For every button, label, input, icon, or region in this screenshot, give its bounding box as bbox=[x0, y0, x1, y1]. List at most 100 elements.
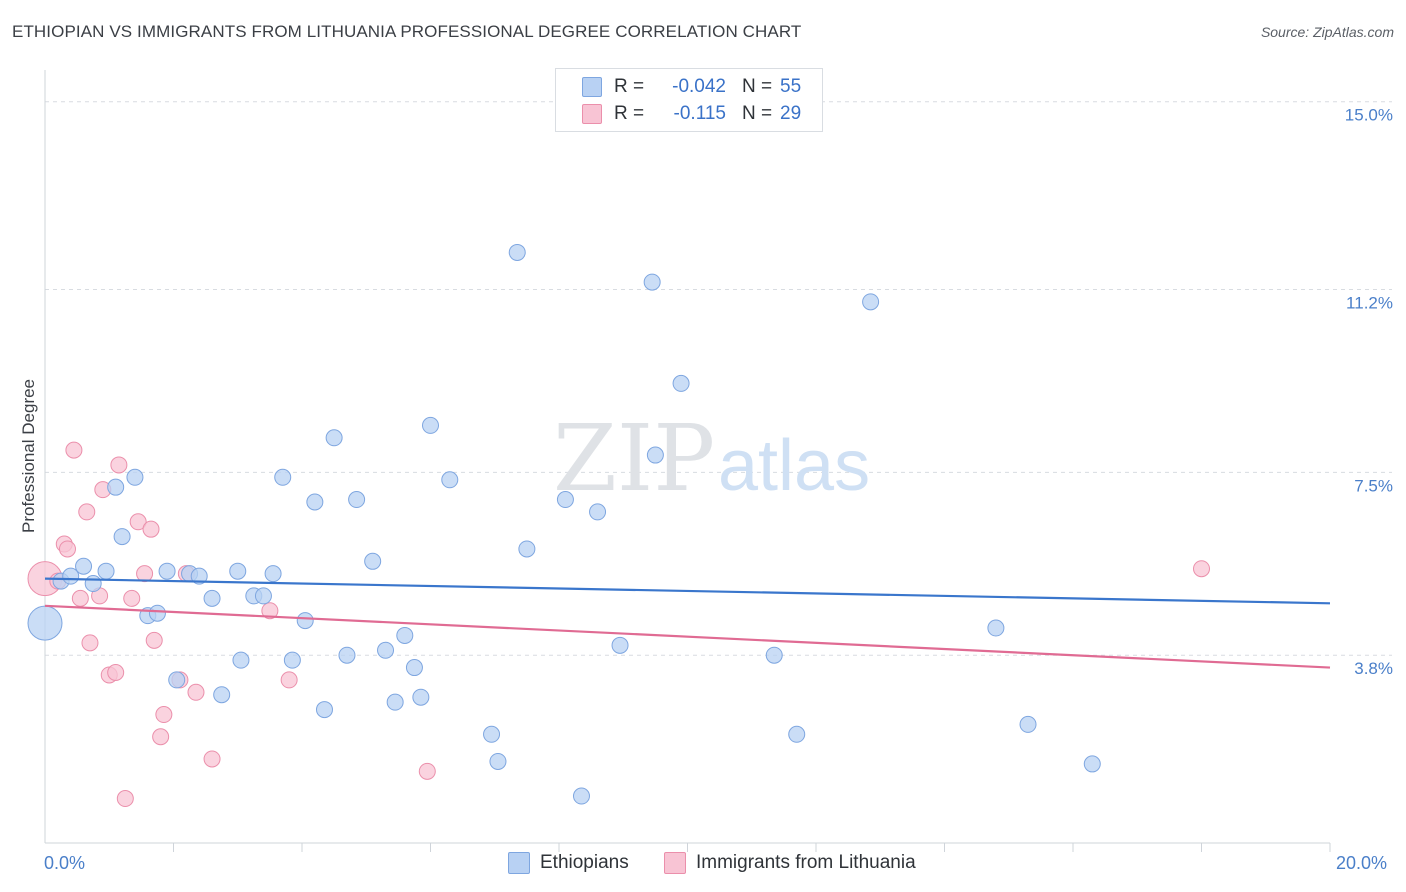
data-point-ethiopians bbox=[364, 552, 382, 570]
data-point-ethiopians bbox=[788, 725, 806, 743]
data-point-lithuania bbox=[65, 441, 83, 459]
data-point-lithuania bbox=[280, 671, 298, 689]
data-point-ethiopians bbox=[338, 646, 356, 664]
x-max-label: 20.0% bbox=[1336, 853, 1388, 873]
data-point-lithuania bbox=[187, 683, 205, 701]
data-point-ethiopians bbox=[422, 416, 439, 434]
legend-n-label: N = bbox=[742, 103, 773, 124]
data-point-ethiopians bbox=[203, 589, 221, 607]
watermark-zip: ZIP bbox=[553, 405, 715, 512]
y-axis-label: Professional Degree bbox=[19, 379, 38, 533]
legend-row-ethiopians: R = -0.042 N = 55 bbox=[582, 74, 801, 100]
data-point-ethiopians bbox=[589, 503, 607, 521]
watermark-atlas: atlas bbox=[718, 426, 870, 506]
data-point-ethiopians bbox=[264, 565, 282, 583]
x-ticks bbox=[173, 843, 1331, 852]
chart-title: ETHIOPIAN VS IMMIGRANTS FROM LITHUANIA P… bbox=[12, 22, 802, 41]
series-legend: Ethiopians Immigrants from Lithuania bbox=[0, 852, 1406, 878]
data-point-ethiopians bbox=[158, 562, 176, 580]
legend-r-value: -0.115 bbox=[673, 103, 726, 124]
legend-r-label: R = bbox=[614, 103, 645, 124]
data-point-lithuania bbox=[78, 503, 96, 521]
data-point-ethiopians bbox=[556, 491, 574, 509]
data-point-ethiopians bbox=[306, 493, 324, 511]
data-point-ethiopians bbox=[643, 273, 661, 291]
legend-n-label: N = bbox=[742, 76, 773, 97]
data-point-lithuania bbox=[123, 589, 141, 607]
legend-n-value: 29 bbox=[780, 103, 802, 124]
data-point-ethiopians bbox=[84, 575, 102, 593]
data-point-ethiopians bbox=[113, 528, 131, 546]
data-point-ethiopians bbox=[386, 693, 404, 711]
data-point-lithuania bbox=[116, 790, 134, 808]
data-point-lithuania bbox=[155, 706, 173, 724]
data-point-ethiopians bbox=[229, 562, 247, 580]
data-point-ethiopians bbox=[765, 646, 783, 664]
data-point-ethiopians bbox=[441, 471, 459, 489]
data-point-ethiopians bbox=[646, 446, 664, 464]
trend-lines bbox=[44, 577, 1331, 669]
data-point-ethiopians bbox=[213, 686, 231, 704]
data-point-lithuania bbox=[81, 634, 99, 652]
y-tick-labels: 3.8% 7.5% 11.2% 15.0% bbox=[1345, 106, 1393, 678]
data-point-lithuania bbox=[71, 589, 89, 607]
data-point-ethiopians bbox=[377, 641, 395, 659]
data-point-lithuania bbox=[136, 565, 154, 583]
legend-label-lithuania: Immigrants from Lithuania bbox=[696, 852, 916, 873]
data-point-ethiopians bbox=[1019, 715, 1037, 733]
data-point-ethiopians bbox=[348, 491, 366, 509]
data-point-ethiopians bbox=[168, 671, 186, 689]
y-tick-label: 15.0% bbox=[1345, 106, 1393, 125]
legend-r-label: R = bbox=[614, 76, 645, 97]
data-point-lithuania bbox=[129, 513, 147, 531]
legend-label-ethiopians: Ethiopians bbox=[540, 852, 629, 873]
data-point-ethiopians bbox=[97, 562, 115, 580]
data-point-lithuania bbox=[145, 631, 163, 649]
legend-swatch-lithuania bbox=[664, 852, 686, 874]
watermark: ZIP atlas bbox=[553, 405, 870, 512]
trend-line-ethiopians bbox=[44, 577, 1331, 605]
trend-line-lithuania bbox=[44, 604, 1331, 669]
data-point-ethiopians bbox=[396, 626, 414, 644]
x-min-label: 0.0% bbox=[44, 853, 86, 873]
data-point-ethiopians bbox=[1083, 755, 1101, 773]
legend-swatch-ethiopians bbox=[508, 852, 530, 874]
data-point-lithuania bbox=[152, 728, 170, 746]
legend-r-value: -0.042 bbox=[672, 76, 726, 97]
data-point-lithuania bbox=[110, 456, 128, 474]
y-tick-label: 3.8% bbox=[1354, 659, 1393, 678]
data-point-lithuania bbox=[203, 750, 221, 768]
data-point-ethiopians bbox=[611, 636, 629, 654]
legend-n-value: 55 bbox=[780, 76, 802, 97]
source-attribution: Source: ZipAtlas.com bbox=[1260, 24, 1394, 40]
y-tick-label: 11.2% bbox=[1346, 294, 1393, 313]
data-point-ethiopians bbox=[126, 468, 144, 486]
data-point-lithuania bbox=[58, 540, 76, 558]
data-point-ethiopians bbox=[862, 293, 880, 311]
data-point-lithuania bbox=[107, 664, 125, 682]
data-point-lithuania bbox=[1193, 560, 1210, 578]
data-point-ethiopians bbox=[27, 605, 63, 641]
data-point-ethiopians bbox=[107, 478, 125, 496]
correlation-legend: R = -0.042 N = 55 R = -0.115 N = 29 bbox=[555, 68, 823, 132]
data-point-ethiopians bbox=[283, 651, 301, 669]
data-point-ethiopians bbox=[412, 688, 430, 706]
data-point-ethiopians bbox=[405, 659, 423, 677]
series-ethiopians-points bbox=[27, 243, 1101, 805]
data-point-ethiopians bbox=[254, 587, 272, 605]
data-point-ethiopians bbox=[518, 540, 536, 558]
data-point-ethiopians bbox=[672, 374, 690, 392]
legend-row-lithuania: R = -0.115 N = 29 bbox=[582, 101, 801, 127]
data-point-ethiopians bbox=[325, 429, 343, 447]
data-point-ethiopians bbox=[148, 604, 166, 622]
data-point-ethiopians bbox=[232, 651, 250, 669]
data-point-ethiopians bbox=[75, 557, 93, 575]
y-tick-label: 7.5% bbox=[1354, 476, 1393, 495]
legend-item-lithuania[interactable]: Immigrants from Lithuania bbox=[664, 852, 916, 874]
data-point-lithuania bbox=[418, 762, 436, 780]
data-point-ethiopians bbox=[296, 612, 314, 630]
data-point-ethiopians bbox=[987, 619, 1005, 637]
legend-item-ethiopians[interactable]: Ethiopians bbox=[508, 852, 629, 874]
legend-swatch-ethiopians bbox=[582, 77, 602, 97]
